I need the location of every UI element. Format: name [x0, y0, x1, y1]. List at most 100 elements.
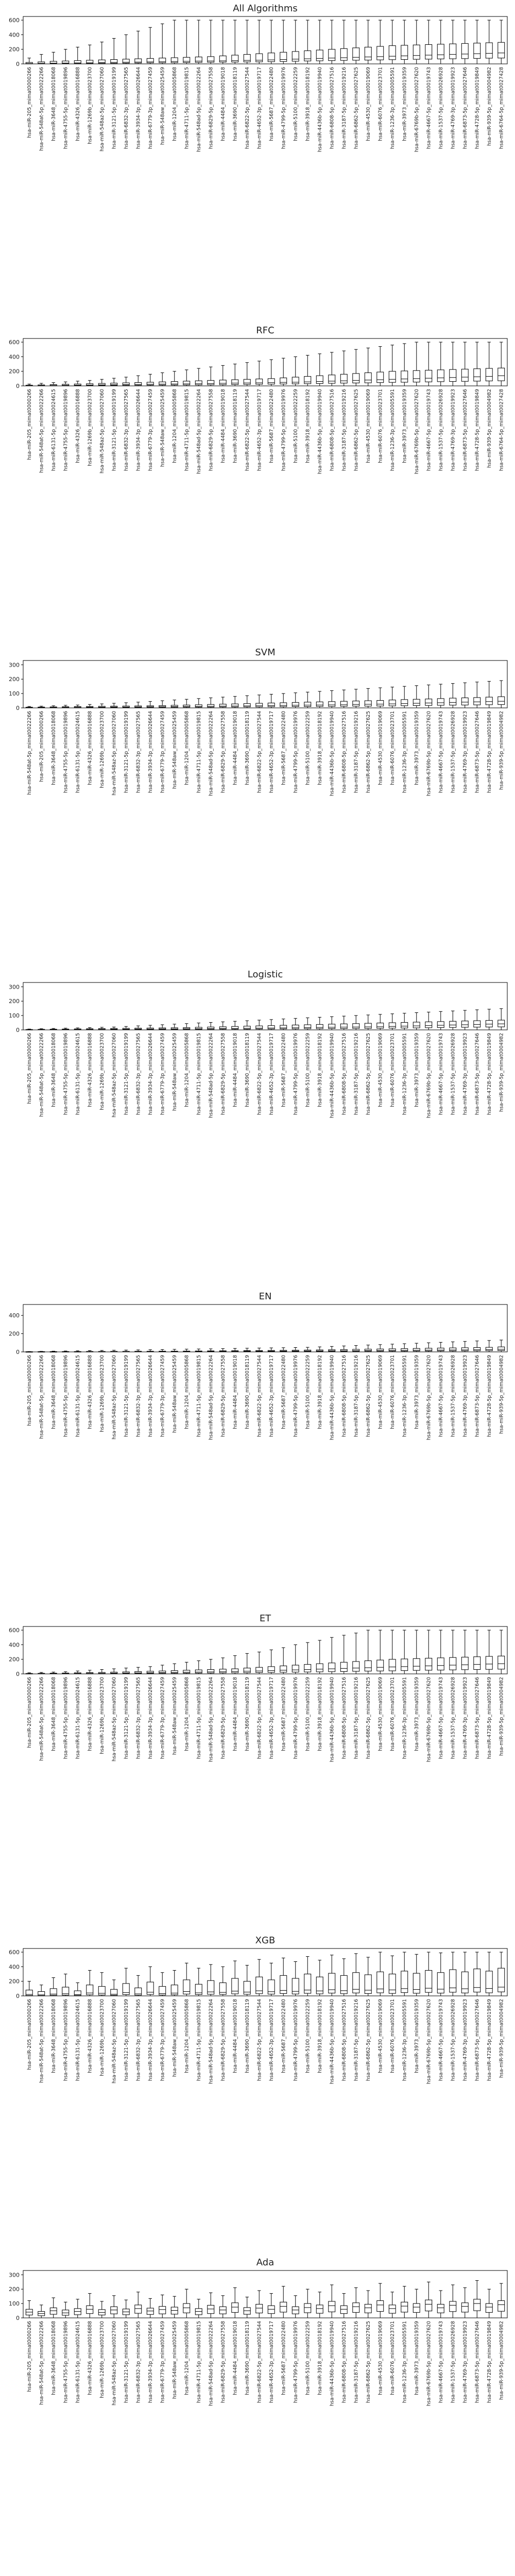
box-iqr: [449, 2301, 457, 2312]
box: [146, 2298, 154, 2318]
box-iqr: [159, 58, 166, 63]
x-tick-label: hsa-miR-3690_mimat0018119: [245, 2321, 250, 2395]
box: [280, 1347, 287, 1352]
x-tick-label: hsa-miR-4436b-5p_mimat0019940: [317, 389, 323, 474]
box-iqr: [231, 55, 239, 62]
x-tick-label: hsa-miR-6764-5p_mimat0027428: [499, 389, 504, 471]
y-tick-label: 600: [9, 17, 20, 24]
x-tick-label: hsa-miR-4484_mimat0019018: [232, 711, 238, 785]
y-tick-label: 400: [9, 1312, 20, 1319]
box-iqr: [231, 703, 239, 707]
x-tick-label: hsa-miR-5100_mimat0022259: [305, 1677, 311, 1751]
x-tick-label: hsa-miR-205_mimat0000266: [27, 1355, 32, 1426]
box-iqr: [291, 377, 299, 384]
box-iqr: [376, 2300, 384, 2312]
box-iqr: [219, 1982, 227, 1995]
box: [364, 2290, 372, 2318]
y-tick-label: 200: [9, 368, 20, 375]
box: [304, 1347, 312, 1352]
box: [255, 1348, 263, 1352]
box: [328, 2284, 336, 2318]
box: [134, 1975, 142, 1996]
x-tick-label: hsa-miR-3973_mimat0019359: [414, 1033, 420, 1107]
box: [170, 700, 178, 708]
chart-title: Ada: [256, 2257, 274, 2268]
x-tick-label: hsa-miR-4755-5p_mimat0019896: [63, 711, 68, 793]
box-iqr: [255, 379, 263, 385]
box-iqr: [413, 1973, 420, 1994]
box-iqr: [425, 1658, 433, 1671]
x-tick-label: hsa-miR-1236-3p_mimat0005591: [390, 389, 396, 471]
x-tick-label: hsa-miR-4326_mimat0016888: [87, 1999, 93, 2073]
box: [86, 2293, 94, 2318]
y-tick-label: 600: [9, 1949, 20, 1956]
x-tick-label: hsa-miR-4799-5p_mimat0019976: [293, 1355, 299, 1437]
y-tick-label: 200: [9, 998, 20, 1005]
x-tick-label: hsa-miR-5687_mimat0022480: [281, 1355, 286, 1429]
box: [388, 1013, 396, 1030]
box-iqr: [231, 2302, 239, 2313]
x-tick-label: hsa-miR-4484_mimat0019018: [232, 1355, 238, 1429]
x-tick-label: hsa-miR-205_mimat0000266: [27, 2321, 32, 2392]
box-iqr: [195, 1984, 202, 1995]
x-tick-label: hsa-miR-4484_mimat0019018: [220, 389, 226, 463]
box: [110, 1979, 118, 1996]
box: [316, 1016, 323, 1030]
x-tick-label: hsa-miR-6764-5p_mimat0027428: [499, 67, 504, 149]
x-tick-label: hsa-miR-6779-3p_mimat0027459: [160, 711, 165, 793]
box: [413, 1954, 420, 1996]
y-tick-label: 0: [16, 2315, 20, 2321]
box-iqr: [267, 2305, 275, 2314]
x-tick-label: hsa-miR-548at-5p_mimat0022266: [39, 1355, 44, 1439]
x-tick-label: hsa-miR-4484_mimat0019018: [232, 1033, 238, 1107]
x-tick-label: hsa-miR-4799-5p_mimat0019976: [293, 1033, 299, 1115]
box-iqr: [485, 1971, 493, 1993]
box: [231, 20, 239, 64]
box: [86, 44, 94, 64]
box-iqr: [49, 61, 57, 64]
x-tick-label: hsa-miR-4667-5p_mimat0019743: [438, 2321, 444, 2403]
box: [425, 20, 433, 64]
box: [159, 23, 166, 64]
box: [38, 1028, 45, 1030]
box: [485, 681, 493, 708]
box-iqr: [437, 369, 444, 382]
x-tick-label: hsa-miR-1537-5p_mimat0026928: [450, 1999, 456, 2081]
box: [74, 1670, 81, 1674]
box: [231, 2287, 239, 2318]
box: [195, 368, 202, 386]
box-iqr: [364, 1349, 372, 1352]
x-tick-label: hsa-miR-3690_mimat0018119: [245, 711, 250, 785]
box-iqr: [352, 1023, 360, 1029]
x-tick-label: hsa-miR-6873-5p_mimat0027646: [474, 1355, 480, 1437]
x-tick-label: hsa-miR-548aw_mimat0025459: [172, 1355, 178, 1433]
x-tick-label: hsa-miR-3918_mimat0018192: [305, 67, 311, 141]
x-tick-label: hsa-miR-6076_mimat0023701: [390, 711, 396, 785]
x-tick-label: hsa-miR-4530_mimat0019069: [377, 711, 383, 785]
box: [62, 1350, 70, 1352]
x-tick-label: hsa-miR-6862-5p_mimat0027625: [366, 711, 371, 793]
x-tick-label: hsa-miR-4326_mimat0016888: [87, 1677, 93, 1751]
x-tick-label: hsa-miR-4436b-5p_mimat0019940: [329, 1033, 335, 1118]
x-tick-label: hsa-miR-548az-5p_mimat0027060: [111, 1677, 117, 1761]
box: [497, 2283, 505, 2318]
box: [110, 38, 118, 64]
box: [267, 1347, 275, 1352]
box-iqr: [316, 1976, 323, 1994]
x-tick-label: hsa-miR-5100_mimat0022259: [293, 67, 299, 141]
x-tick-label: hsa-miR-3973_mimat0019359: [402, 389, 407, 463]
x-tick-label: hsa-miR-4667-5p_mimat0019743: [438, 1033, 444, 1115]
box: [401, 1952, 408, 1996]
x-tick-label: hsa-miR-548at-5p_mimat0022266: [39, 67, 44, 151]
x-tick-label: hsa-miR-548ad-5p_mimat0022264: [208, 1677, 214, 1762]
box: [146, 1666, 154, 1674]
box: [352, 1015, 360, 1030]
box: [328, 690, 336, 708]
y-tick-label: 400: [9, 1641, 20, 1648]
x-tick-label: hsa-miR-3934-3p_mimat0026644: [148, 711, 153, 793]
box-iqr: [159, 705, 166, 708]
chart-title: All Algorithms: [233, 3, 298, 14]
box-iqr: [352, 1972, 360, 1993]
x-tick-label: hsa-miR-4530_mimat0019069: [366, 389, 371, 463]
x-tick-label: hsa-miR-939-5p_mimat0004982: [499, 1677, 504, 1756]
